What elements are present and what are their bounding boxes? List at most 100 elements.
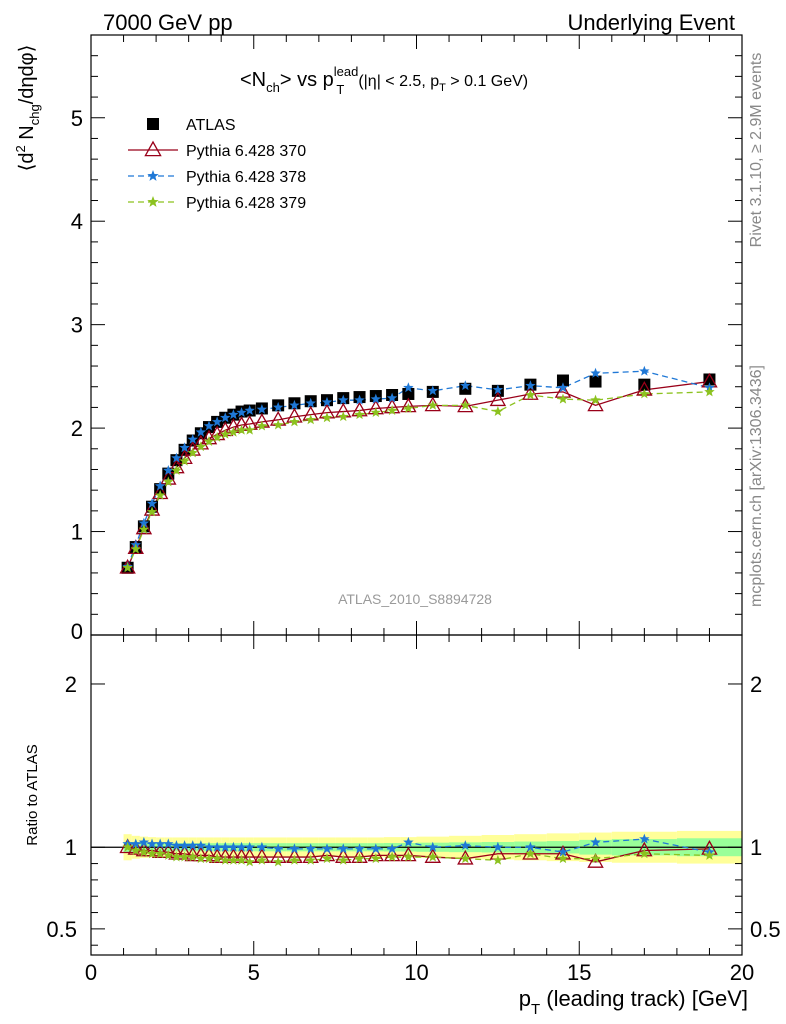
main-data-point [289, 399, 300, 410]
main-data-point [211, 416, 223, 427]
main-data-point [154, 480, 166, 491]
ratio-data-point [171, 851, 182, 862]
main-data-point [403, 402, 414, 413]
ratio-data-point [146, 848, 158, 859]
ratio-data-point [135, 841, 153, 857]
ratio-data-point [590, 853, 601, 864]
main-data-point [354, 409, 365, 420]
ratio-data-point [492, 841, 504, 852]
main-data-point [587, 396, 604, 412]
ratio-data-point [321, 843, 333, 854]
main-data-point [590, 394, 601, 405]
main-data-point [135, 519, 153, 535]
main-data-point [195, 441, 207, 452]
main-data-point [321, 396, 333, 407]
main-data-point [236, 424, 247, 435]
main-data-point [321, 412, 333, 423]
header-left: 7000 GeV pp [103, 10, 233, 35]
main-data-point [525, 380, 536, 391]
legend-marker [147, 196, 159, 207]
ratio-data-point [351, 848, 368, 863]
main-data-point [557, 393, 569, 404]
main-data-point [525, 389, 536, 400]
main-data-point [244, 424, 255, 435]
main-data-point [639, 388, 650, 399]
main-data-point [305, 414, 316, 425]
main-data-point [639, 365, 650, 376]
main-data-point [151, 484, 169, 500]
main-y-tick-label: 1 [71, 520, 83, 545]
main-data-point [386, 392, 398, 403]
x-tick-label: 0 [85, 960, 97, 985]
main-data-point [130, 543, 141, 554]
main-data-point [457, 397, 474, 413]
ratio-data-point [587, 853, 604, 868]
ratio-data-point [289, 843, 300, 854]
rivet-version-text: Rivet 3.1.10, ≥ 2.9M events [748, 53, 765, 248]
ratio-data-point [208, 848, 226, 863]
ratio-data-point [321, 853, 333, 864]
main-data-point [220, 428, 231, 439]
ratio-data-point [195, 853, 207, 864]
ratio-data-point [130, 845, 141, 855]
ratio-y-right-tick-label: 2 [750, 672, 762, 697]
main-data-point [179, 442, 190, 453]
x-tick-label: 10 [404, 960, 428, 985]
x-tick-label: 20 [730, 960, 754, 985]
main-data-point [171, 452, 182, 463]
ratio-data-point [130, 838, 141, 849]
legend-marker [147, 170, 159, 181]
main-data-point [122, 562, 133, 573]
main-data-point [589, 375, 602, 388]
ratio-data-point [122, 841, 133, 852]
ratio-data-point [557, 853, 569, 864]
ratio-data-point [184, 846, 201, 862]
main-data-point [211, 431, 223, 442]
ratio-data-point [220, 854, 231, 865]
main-data-point [522, 385, 539, 400]
ratio-data-point [338, 843, 349, 854]
main-data-point [154, 489, 166, 500]
ratio-data-point [400, 846, 417, 862]
ratio-data-point [163, 849, 174, 860]
ratio-data-point [179, 840, 190, 851]
main-data-point [228, 426, 239, 437]
ratio-data-point [236, 841, 247, 852]
legend-label: Pythia 6.428 379 [186, 195, 306, 212]
main-y-tick-label: 0 [71, 619, 83, 644]
ratio-y-tick-label: 0.5 [46, 917, 77, 942]
ratio-data-point [256, 841, 268, 852]
ratio-ylabel: Ratio to ATLAS [24, 744, 41, 845]
main-data-point [556, 374, 569, 387]
ratio-data-point [203, 841, 215, 852]
watermark-text: ATLAS_2010_S8894728 [338, 591, 492, 607]
main-data-point [163, 465, 174, 475]
ratio-data-point [187, 840, 198, 851]
legend-label: Pythia 6.428 378 [186, 169, 306, 186]
main-data-point [272, 401, 284, 412]
main-data-point [146, 498, 158, 509]
ratio-data-point [272, 856, 284, 867]
main-data-point [403, 382, 414, 393]
ratio-data-point [354, 853, 365, 864]
ratio-data-point [154, 848, 166, 859]
ratio-data-point [256, 854, 268, 865]
ratio-data-point [370, 853, 382, 864]
ratio-data-point [236, 854, 247, 865]
mcplots-text: mcplots.cern.ch [arXiv:1306.3436] [748, 365, 765, 607]
ratio-data-point [557, 846, 569, 857]
main-data-point [289, 416, 300, 427]
main-title: <Nch> vs plead T (|η| < 2.5, pT > 0.1 GeV) [240, 64, 528, 97]
ratio-data-point [163, 838, 174, 849]
main-y-tick-label: 4 [71, 209, 83, 234]
legend-label: Pythia 6.428 370 [186, 143, 306, 160]
ratio-data-point [383, 846, 401, 862]
main-ylabel: ⟨d2 Nchg/dηdφ⟩ [13, 45, 42, 172]
main-data-point [492, 406, 504, 416]
ratio-data-point [427, 851, 439, 862]
ratio-data-point [403, 836, 414, 847]
header-right: Underlying Event [567, 10, 735, 35]
ratio-data-point [220, 841, 231, 852]
main-data-point [402, 387, 415, 400]
